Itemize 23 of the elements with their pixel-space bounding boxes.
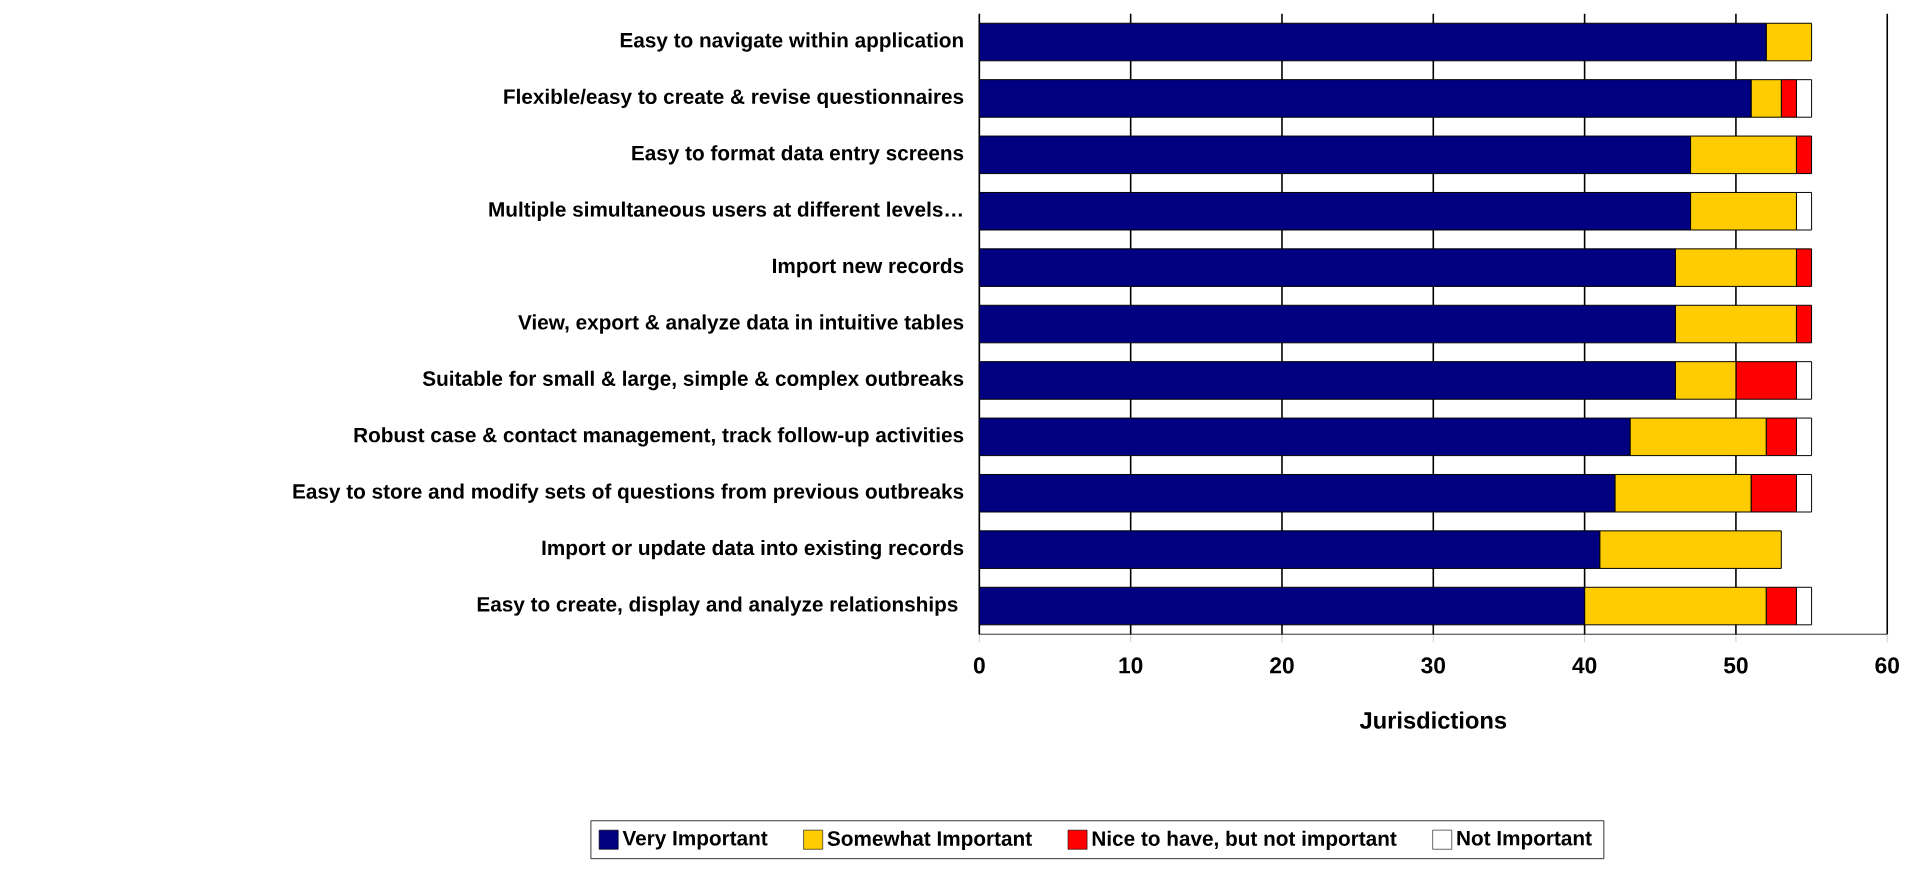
- y-tick-label: Flexible/easy to create & revise questionnaires: [504, 88, 964, 108]
- y-tick-label: Easy to format data entry screens: [632, 145, 964, 165]
- y-tick-label: Easy to store and modify sets of questions from previous outbreaks: [293, 483, 964, 503]
- y-tick-label: Suitable for small & large, simple & complex outbreaks: [422, 370, 964, 390]
- legend-label: Very Important: [622, 830, 768, 850]
- x-tick-label: 20: [1270, 657, 1294, 674]
- y-tick-label: Multiple simultaneous users at different levels…: [489, 201, 962, 221]
- x-tick-label: 50: [1724, 657, 1748, 674]
- y-tick-label: Import or update data into existing records: [542, 539, 964, 560]
- x-tick-label: 40: [1572, 657, 1597, 674]
- legend-label: Somewhat Important: [827, 830, 1032, 850]
- y-tick-label: Easy to navigate within application: [620, 32, 963, 52]
- legend-label: Not Important: [1457, 830, 1592, 850]
- x-tick-label: 60: [1875, 657, 1899, 674]
- x-tick-label: 0: [973, 657, 985, 674]
- y-tick-label: View, export & analyze data in intuitive tables: [518, 314, 964, 334]
- y-tick-label: Import new records: [773, 257, 964, 278]
- legend-label: Nice to have, but not important: [1092, 830, 1397, 850]
- x-axis-title: Jurisdictions: [1359, 711, 1507, 729]
- x-tick-label: 30: [1421, 657, 1446, 674]
- y-tick-label: Robust case & contact management, track follow-up activities: [354, 426, 964, 447]
- y-tick-label: Easy to create, display and analyze relationships: [477, 596, 958, 616]
- x-tick-label: 10: [1119, 657, 1143, 674]
